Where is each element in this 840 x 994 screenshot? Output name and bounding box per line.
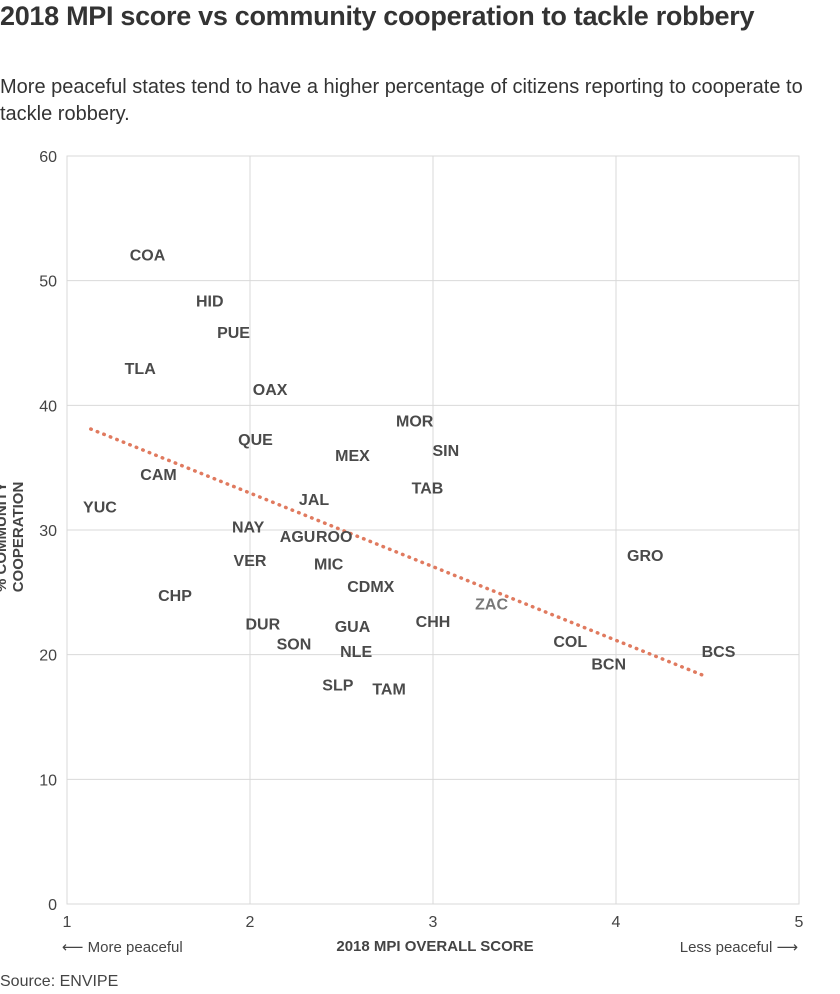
- data-point-oax: OAX: [253, 382, 288, 399]
- data-point-coa: COA: [130, 247, 166, 264]
- data-point-mor: MOR: [396, 413, 434, 430]
- source-note: Source: ENVIPE: [0, 973, 119, 990]
- data-point-son: SON: [277, 636, 312, 653]
- data-point-tab: TAB: [412, 481, 444, 498]
- data-point-slp: SLP: [322, 678, 353, 695]
- data-point-bcn: BCN: [591, 656, 626, 673]
- y-tick-label: 30: [39, 523, 57, 540]
- data-point-mic: MIC: [314, 557, 344, 574]
- data-point-que: QUE: [238, 432, 273, 449]
- x-tick-label: 3: [429, 914, 438, 931]
- data-point-cam: CAM: [140, 467, 176, 484]
- data-point-bcs: BCS: [702, 644, 736, 661]
- trendline-group: [89, 427, 710, 679]
- x-tick-label: 5: [795, 914, 804, 931]
- y-tick-label: 20: [39, 648, 57, 665]
- data-point-cdmx: CDMX: [347, 579, 394, 596]
- data-point-yuc: YUC: [83, 499, 117, 516]
- y-tick-label: 50: [39, 274, 57, 291]
- y-axis-label: % COMMUNITY COOPERATION: [0, 481, 27, 593]
- data-point-gua: GUA: [335, 619, 371, 636]
- y-tick-label: 60: [39, 149, 57, 166]
- y-tick-label: 40: [39, 398, 57, 415]
- data-point-dur: DUR: [245, 617, 280, 634]
- data-point-chp: CHP: [158, 588, 192, 605]
- data-point-zac: ZAC: [475, 597, 508, 614]
- data-point-mex: MEX: [335, 448, 370, 465]
- data-point-roo: ROO: [316, 529, 352, 546]
- data-point-col: COL: [553, 634, 587, 651]
- data-points: COA HID PUE TLA OAX MOR QUE SIN MEX CAM TAB JAL YUC N…: [83, 247, 736, 698]
- data-point-sin: SIN: [432, 443, 459, 460]
- data-point-tam: TAM: [372, 681, 405, 698]
- data-point-nle: NLE: [340, 644, 372, 661]
- data-point-ver: VER: [234, 553, 267, 570]
- data-point-tla: TLA: [125, 361, 157, 378]
- x-tick-label: 2: [246, 914, 255, 931]
- data-point-jal: JAL: [299, 492, 329, 509]
- x-tick-label: 4: [612, 914, 621, 931]
- tick-labels: 0 10 20 30 40 50 60 1 2 3 4 5: [39, 149, 803, 931]
- grid: [66, 155, 800, 905]
- y-tick-label: 10: [39, 772, 57, 789]
- y-tick-label: 0: [48, 897, 57, 914]
- x-axis-label: 2018 MPI OVERALL SCORE: [336, 938, 534, 955]
- data-point-gro: GRO: [627, 548, 663, 565]
- data-point-nay: NAY: [232, 519, 265, 536]
- data-point-hid: HID: [196, 294, 224, 311]
- chart-subtitle: More peaceful states tend to have a high…: [0, 76, 803, 125]
- data-point-agu: AGU: [280, 529, 316, 546]
- less-peaceful-annotation: Less peaceful ⟶: [679, 939, 798, 956]
- x-tick-label: 1: [63, 914, 72, 931]
- more-peaceful-annotation: ⟵ More peaceful: [62, 939, 183, 956]
- trendline: [89, 427, 710, 679]
- data-point-pue: PUE: [217, 325, 250, 342]
- data-point-chh: CHH: [416, 614, 451, 631]
- chart-title: 2018 MPI score vs community cooperation …: [0, 1, 755, 31]
